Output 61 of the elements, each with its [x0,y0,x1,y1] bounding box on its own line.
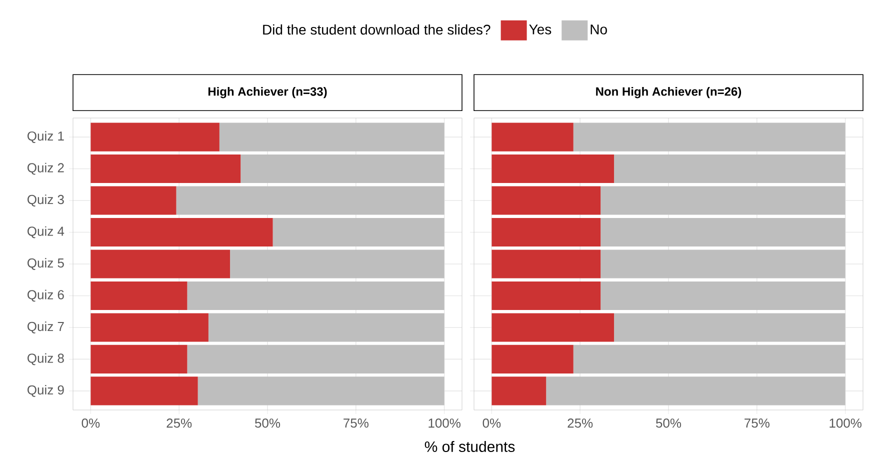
x-tick-label: 75% [744,418,770,428]
bar [492,218,601,247]
bar [492,154,614,184]
x-tick-label: 25% [568,418,593,428]
chart-title: Non High Achiever (n=26) [596,86,742,98]
y-tick-label: Quiz 2 [28,162,64,175]
bar [187,344,444,374]
bar [614,313,846,342]
x-tick-label: 100% [830,418,862,428]
bar [90,122,220,152]
y-tick-label: Quiz 7 [28,322,64,334]
bar [90,250,230,278]
bar [492,376,546,406]
bar [600,218,846,247]
bar [492,313,614,342]
legend-label: No [590,24,607,34]
bar [90,376,198,406]
bar [546,376,846,406]
bar [573,122,846,152]
bar [492,344,574,374]
x-tick-label: 100% [428,418,460,428]
bar [492,281,601,310]
bar [90,344,188,374]
bar [573,344,846,374]
bar [492,186,601,215]
bar [176,186,444,215]
y-tick-label: Quiz 9 [28,385,64,397]
bar [219,122,444,152]
x-tick-label: 75% [344,418,368,428]
chart-title: High Achiever (n=33) [208,86,327,98]
bar [90,154,241,184]
x-tick-label: 50% [656,418,682,428]
y-tick-label: Quiz 1 [28,131,64,143]
bar [600,281,846,310]
bar [198,376,444,406]
x-tick-label: 0% [82,418,100,428]
bar [492,122,574,152]
x-axis-title: % of students [424,440,515,452]
legend-title: Did the student download the slides? [263,24,490,35]
x-tick-label: 50% [255,418,280,428]
bar [90,218,273,247]
bar [600,186,846,215]
bar [614,154,846,184]
bar [240,154,444,184]
bar [90,186,176,215]
y-tick-label: Quiz 6 [28,290,64,302]
bar [90,281,188,310]
y-tick-label: Quiz 5 [28,258,64,270]
y-tick-label: Quiz 4 [28,226,64,238]
bar [187,281,444,310]
y-tick-label: Quiz 3 [28,194,64,206]
bar [230,250,444,278]
bar [272,218,444,247]
x-tick-label: 0% [482,418,501,428]
x-tick-label: 25% [166,418,192,428]
legend-label: Yes [529,24,552,34]
y-tick-label: Quiz 8 [28,353,64,366]
bar [90,313,208,342]
bar [208,313,444,342]
bar [600,250,846,278]
bar [492,250,601,278]
